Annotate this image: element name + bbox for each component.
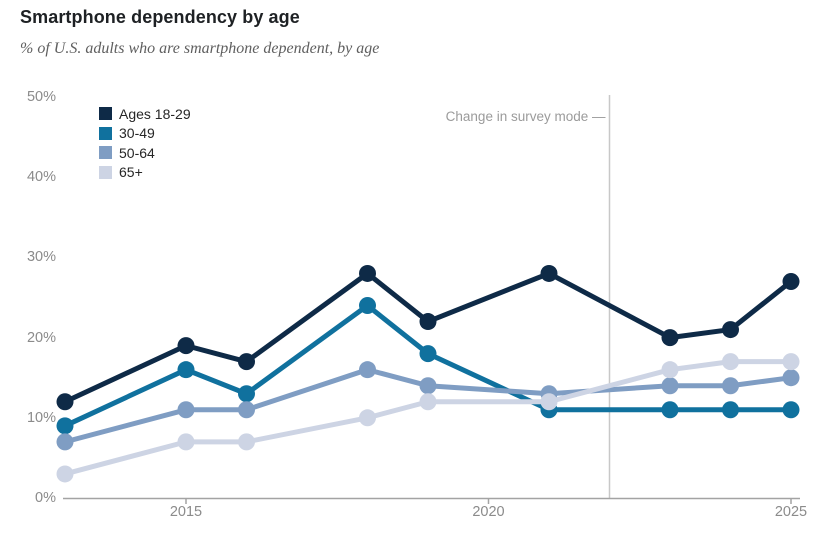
legend-swatch <box>99 126 112 140</box>
data-point <box>661 401 679 419</box>
legend-item: Ages 18-29 <box>99 104 191 124</box>
legend-swatch <box>99 165 112 179</box>
y-tick-label: 0% <box>35 490 56 506</box>
data-point <box>782 401 800 419</box>
data-point <box>661 361 679 379</box>
y-tick-label: 20% <box>26 329 56 346</box>
legend-label: 30-49 <box>119 125 155 142</box>
data-point <box>419 377 437 395</box>
data-point <box>359 297 376 315</box>
data-point <box>238 433 255 451</box>
data-point <box>177 337 195 355</box>
data-point <box>722 401 739 419</box>
data-point <box>722 377 739 395</box>
legend-swatch <box>99 107 112 121</box>
legend-swatch <box>99 146 112 160</box>
data-point <box>177 401 195 419</box>
x-tick-label: 2015 <box>169 504 203 520</box>
x-tick-label: 2020 <box>472 504 505 520</box>
chart-legend: Ages 18-29 30-49 50-64 65+ <box>99 104 191 182</box>
y-tick-label: 50% <box>26 89 56 105</box>
y-tick-label: 40% <box>26 169 56 186</box>
y-tick-label: 10% <box>26 409 56 426</box>
data-point <box>56 393 74 411</box>
data-point <box>782 369 800 387</box>
data-point <box>661 329 679 347</box>
data-point <box>722 353 739 371</box>
data-point <box>177 361 195 379</box>
data-point <box>540 264 558 282</box>
data-point <box>359 409 376 427</box>
data-point <box>540 393 558 411</box>
data-point <box>419 313 437 331</box>
data-point <box>782 272 800 290</box>
data-point <box>359 361 376 379</box>
data-point <box>56 433 74 451</box>
survey-mode-annotation: Change in survey mode — <box>445 109 606 124</box>
data-point <box>238 385 255 403</box>
legend-item: 30-49 <box>99 124 191 144</box>
legend-item: 65+ <box>99 163 191 183</box>
data-point <box>177 433 195 451</box>
data-point <box>56 465 74 483</box>
data-point <box>359 264 376 282</box>
data-point <box>238 401 255 419</box>
data-point <box>722 321 739 339</box>
legend-label: Ages 18-29 <box>119 105 191 122</box>
data-point <box>419 393 437 411</box>
legend-label: 65+ <box>119 164 143 181</box>
x-tick-label: 2025 <box>774 504 808 520</box>
data-point <box>782 353 800 371</box>
data-point <box>661 377 679 395</box>
legend-item: 50-64 <box>99 143 191 163</box>
data-point <box>238 353 255 371</box>
chart-title: Smartphone dependency by age <box>20 7 300 27</box>
legend-label: 50-64 <box>119 144 155 161</box>
data-point <box>56 417 74 435</box>
chart-subtitle: % of U.S. adults who are smartphone depe… <box>20 40 380 57</box>
y-tick-label: 30% <box>26 249 56 266</box>
data-point <box>419 345 437 363</box>
